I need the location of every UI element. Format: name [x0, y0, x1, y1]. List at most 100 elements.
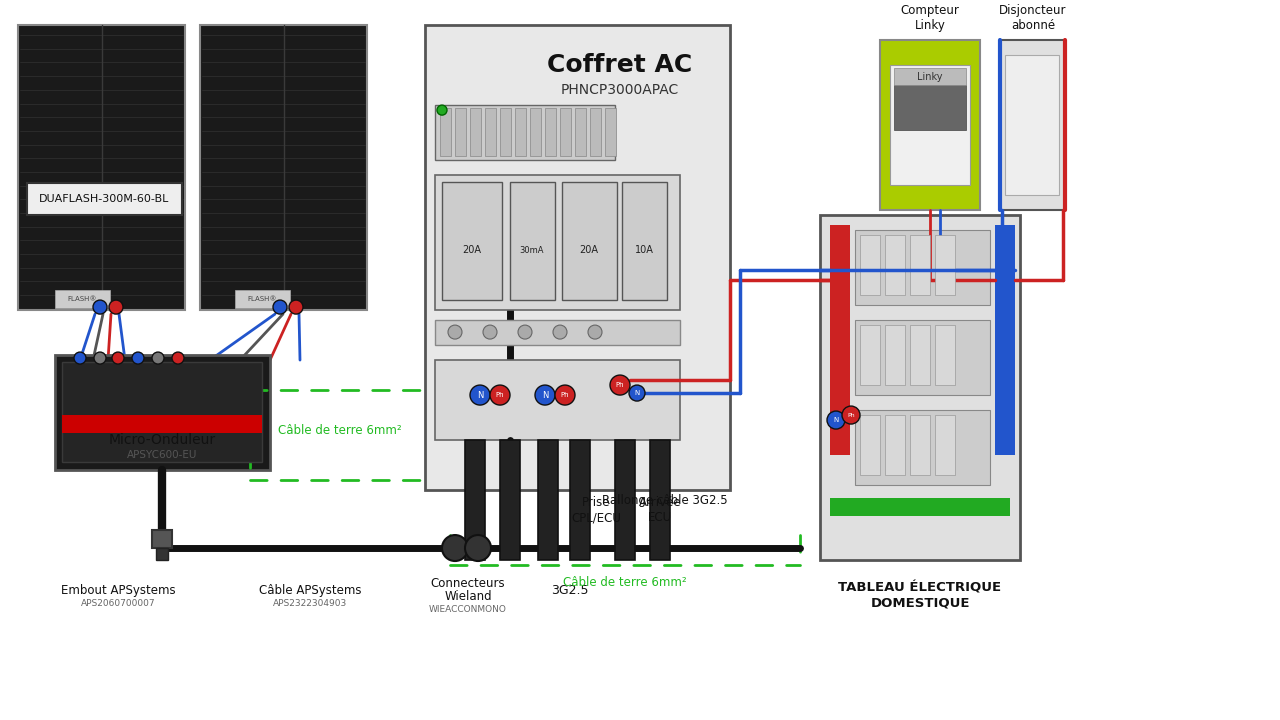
Bar: [1000, 40, 1065, 210]
Text: Ph: Ph: [495, 392, 504, 398]
Bar: [893, 68, 966, 85]
Circle shape: [611, 375, 630, 395]
Bar: [530, 108, 541, 156]
Bar: [829, 225, 850, 455]
Bar: [881, 40, 980, 210]
Bar: [614, 440, 635, 560]
Bar: [440, 108, 451, 156]
Bar: [884, 235, 905, 295]
Bar: [855, 410, 989, 485]
Bar: [156, 548, 168, 560]
Text: Coffret AC: Coffret AC: [548, 53, 692, 77]
Circle shape: [588, 325, 602, 339]
Text: TABLEAU ÉLECTRIQUE
DOMESTIQUE: TABLEAU ÉLECTRIQUE DOMESTIQUE: [838, 581, 1001, 609]
Text: N: N: [833, 417, 838, 423]
Bar: [605, 108, 616, 156]
Bar: [934, 325, 955, 385]
Circle shape: [442, 535, 468, 561]
Bar: [500, 440, 520, 560]
Bar: [561, 108, 571, 156]
Text: WIEACCONMONO: WIEACCONMONO: [429, 605, 507, 613]
Bar: [485, 108, 497, 156]
Bar: [820, 215, 1020, 560]
Bar: [570, 440, 590, 560]
Circle shape: [74, 352, 86, 364]
Text: Arrivée
ECU: Arrivée ECU: [639, 496, 681, 524]
Bar: [650, 440, 669, 560]
Bar: [934, 235, 955, 295]
Text: Câble APSystems: Câble APSystems: [259, 583, 361, 597]
Text: Compteur
Linky: Compteur Linky: [901, 4, 960, 32]
Bar: [200, 25, 367, 310]
Text: Câble de terre 6mm²: Câble de terre 6mm²: [278, 423, 402, 436]
Circle shape: [289, 300, 303, 314]
Bar: [470, 108, 481, 156]
Text: Linky: Linky: [918, 72, 943, 82]
Circle shape: [93, 300, 108, 314]
Bar: [575, 108, 586, 156]
Text: DUAFLASH-300M-60-BL: DUAFLASH-300M-60-BL: [38, 194, 169, 204]
Text: APS2322304903: APS2322304903: [273, 598, 347, 608]
Text: FLASH®: FLASH®: [68, 296, 97, 302]
Circle shape: [93, 352, 106, 364]
Bar: [435, 320, 680, 345]
Bar: [18, 25, 186, 310]
Circle shape: [132, 352, 143, 364]
Text: N: N: [635, 390, 640, 396]
Bar: [860, 415, 881, 475]
Circle shape: [483, 325, 497, 339]
Bar: [27, 183, 182, 215]
Text: 3G2.5: 3G2.5: [552, 583, 589, 597]
Circle shape: [436, 105, 447, 115]
Text: N: N: [477, 390, 483, 400]
Text: Prise
CPL/ECU: Prise CPL/ECU: [571, 496, 621, 524]
Circle shape: [518, 325, 532, 339]
Circle shape: [470, 385, 490, 405]
Text: APSYC600-EU: APSYC600-EU: [127, 450, 197, 460]
Circle shape: [553, 325, 567, 339]
Circle shape: [273, 300, 287, 314]
Bar: [590, 108, 602, 156]
Circle shape: [628, 385, 645, 401]
Circle shape: [465, 535, 492, 561]
Circle shape: [448, 325, 462, 339]
Text: Embout APSystems: Embout APSystems: [60, 583, 175, 597]
Bar: [454, 108, 466, 156]
Text: 30mA: 30mA: [520, 246, 544, 255]
Text: FLASH®: FLASH®: [247, 296, 276, 302]
Bar: [829, 498, 1010, 516]
Bar: [934, 415, 955, 475]
Text: Wieland: Wieland: [444, 590, 492, 603]
Text: 10A: 10A: [635, 245, 653, 255]
Circle shape: [827, 411, 845, 429]
Bar: [890, 65, 970, 185]
Bar: [465, 440, 485, 560]
Bar: [509, 182, 556, 300]
Bar: [435, 360, 680, 440]
Text: Câble de terre 6mm²: Câble de terre 6mm²: [563, 575, 687, 588]
Bar: [893, 85, 966, 130]
Text: Connecteurs: Connecteurs: [430, 577, 506, 590]
Circle shape: [535, 385, 556, 405]
Bar: [442, 182, 502, 300]
Bar: [855, 230, 989, 305]
Bar: [860, 325, 881, 385]
Bar: [55, 290, 110, 308]
Bar: [152, 530, 172, 548]
Bar: [562, 182, 617, 300]
Text: Ph: Ph: [561, 392, 570, 398]
Bar: [538, 440, 558, 560]
Bar: [435, 105, 614, 160]
Bar: [425, 25, 730, 490]
Bar: [545, 108, 556, 156]
Bar: [622, 182, 667, 300]
Bar: [1005, 55, 1059, 195]
Bar: [236, 290, 291, 308]
Bar: [910, 415, 931, 475]
Text: 20A: 20A: [580, 245, 599, 255]
Text: APS2060700007: APS2060700007: [81, 598, 155, 608]
Text: N: N: [541, 390, 548, 400]
Text: Rallonge câble 3G2.5: Rallonge câble 3G2.5: [602, 493, 728, 507]
Bar: [435, 175, 680, 310]
Bar: [995, 225, 1015, 455]
